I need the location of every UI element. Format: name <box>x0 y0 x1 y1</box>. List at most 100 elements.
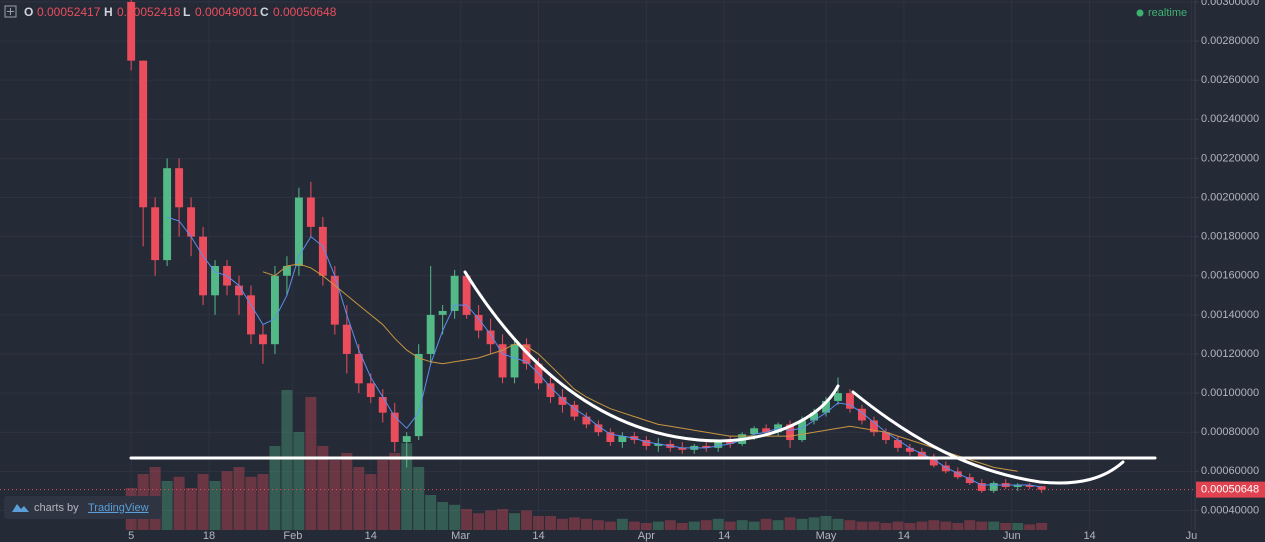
volume-bar <box>185 488 197 530</box>
grid <box>0 0 1195 530</box>
candle-body <box>294 197 303 266</box>
last-price-label: 0.00050648 <box>1201 484 1259 496</box>
volume-bar <box>449 504 461 530</box>
x-tick-label: 18 <box>203 530 215 542</box>
volume-bar <box>832 518 844 530</box>
ohlc-value: 0.00052417 <box>37 5 101 19</box>
candle-body <box>151 207 160 261</box>
volume-bar <box>868 521 880 530</box>
volume-bar <box>580 518 592 530</box>
candle-body <box>342 324 351 354</box>
candle-body <box>726 441 735 444</box>
candle-body <box>546 383 555 398</box>
volume-bar <box>844 520 856 530</box>
volume-bar <box>341 453 353 530</box>
volume-bar <box>461 509 473 530</box>
candle-body <box>917 451 926 458</box>
y-tick-label: 0.00260000 <box>1201 74 1259 86</box>
ma-layer <box>0 216 1195 491</box>
candle-body <box>642 440 651 446</box>
volume-bar <box>880 523 892 530</box>
candle-body <box>977 483 986 491</box>
volume-bar <box>652 521 664 530</box>
y-tick-label: 0.00040000 <box>1201 504 1259 516</box>
volume-bar <box>544 516 556 530</box>
volume-bar <box>916 521 928 530</box>
candle-body <box>175 168 184 208</box>
candle-body <box>247 295 255 335</box>
candle-body <box>834 393 842 401</box>
candle-body <box>139 60 148 208</box>
axes: 0.00040000 0.00060000 0.00080000 0.00100000… <box>128 0 1265 542</box>
candle-body <box>558 397 567 405</box>
x-tick-label: 14 <box>532 530 544 542</box>
volume-bar <box>365 474 377 530</box>
volume-bar <box>820 516 832 530</box>
ohlc-value: 0.00049001 <box>195 5 259 19</box>
volume-bar <box>772 520 784 530</box>
candle-body <box>282 265 291 276</box>
candle-body <box>822 400 830 413</box>
candle-body <box>762 428 771 433</box>
candle-body <box>869 420 878 433</box>
volume-bar <box>497 509 509 530</box>
candle-body <box>414 353 423 437</box>
candle-body <box>905 447 914 452</box>
candle-body <box>678 447 687 450</box>
candle-body <box>235 285 243 296</box>
volume-bar <box>473 513 485 530</box>
attribution-badge[interactable] <box>4 496 162 519</box>
candle-body <box>965 477 974 484</box>
candle-body <box>989 483 998 491</box>
candle-body <box>1037 486 1046 490</box>
candle-body <box>618 436 627 442</box>
volume-bar <box>760 518 772 530</box>
candle-body <box>378 397 387 413</box>
x-tick-label: Apr <box>638 530 655 542</box>
candle-body <box>858 408 866 421</box>
candle-body <box>390 412 399 442</box>
volume-bar <box>784 517 796 530</box>
volume-bar <box>425 495 437 530</box>
volume-bar <box>964 520 976 530</box>
candle-body <box>570 404 579 417</box>
ohlc-label: L <box>183 5 190 19</box>
volume-bar <box>928 520 940 530</box>
candle-body <box>259 334 267 345</box>
x-tick-label: 14 <box>898 530 910 542</box>
candle-body <box>306 197 315 227</box>
candle-body <box>330 275 339 325</box>
candle-body <box>474 314 483 331</box>
ohlc-label: O <box>24 5 33 19</box>
volume-bar <box>1012 523 1024 530</box>
attribution-link[interactable]: TradingView <box>88 502 149 514</box>
x-tick-label: May <box>816 530 837 542</box>
menu-icon[interactable] <box>4 5 17 18</box>
volume-bar <box>281 390 293 530</box>
volume-bar <box>353 467 365 530</box>
ohlc-label: H <box>104 5 113 19</box>
volume-bar <box>197 474 209 530</box>
volume-bar <box>329 460 341 530</box>
volume-bar <box>856 521 868 530</box>
candle-body <box>127 1 136 61</box>
volume-bar <box>401 443 413 530</box>
volume-bar <box>688 521 700 530</box>
x-tick-label: Ju <box>1186 530 1198 542</box>
volume-bar <box>796 518 808 530</box>
volume-bar <box>700 520 712 530</box>
candle-body <box>929 457 938 466</box>
curve <box>463 270 840 443</box>
volume-bar <box>1024 524 1036 530</box>
y-tick-label: 0.00280000 <box>1201 35 1259 47</box>
candle-body <box>810 412 818 421</box>
candle-body <box>1025 485 1034 487</box>
y-tick-label: 0.00080000 <box>1201 426 1259 438</box>
last-price-box <box>1196 481 1265 498</box>
volume-bar <box>592 520 604 530</box>
candle-body <box>438 310 447 315</box>
y-tick-label: 0.00300000 <box>1201 0 1259 8</box>
candle-body <box>318 226 327 276</box>
volume-bar <box>293 432 305 530</box>
